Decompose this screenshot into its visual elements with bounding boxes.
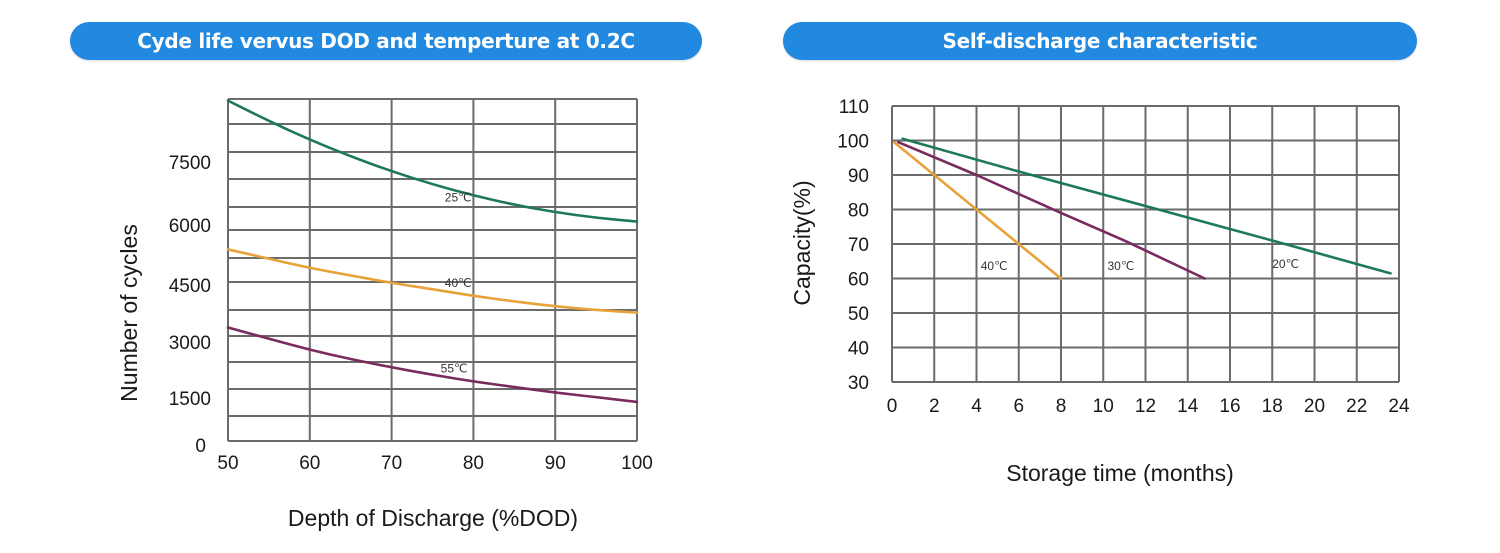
grid (891, 105, 1400, 383)
series-line-25c (226, 99, 639, 223)
y-axis-label: Number of cycles (116, 224, 142, 402)
y-tick-label: 40 (848, 339, 869, 360)
y-tick-label: 30 (848, 373, 869, 394)
x-tick-label: 4 (971, 396, 982, 417)
series-label-30c: 30℃ (1107, 259, 1134, 273)
series-line-30c (897, 140, 1206, 280)
y-tick-label: 1500 (169, 389, 211, 410)
y-axis-label: Capacity(%) (789, 180, 815, 305)
x-tick-label: 0 (887, 396, 898, 417)
series-line-40c (892, 140, 1063, 280)
x-tick-label: 70 (381, 453, 402, 474)
x-axis-label: Depth of Discharge (%DOD) (288, 505, 578, 531)
x-tick-label: 18 (1262, 396, 1283, 417)
series-label-25c: 25℃ (445, 190, 472, 204)
x-tick-label: 6 (1013, 396, 1024, 417)
y-tick-label: 0 (195, 436, 206, 457)
y-tick-label: 100 (837, 132, 869, 153)
chart-title-cycle-life: Cyde life vervus DOD and temperture at 0… (70, 22, 702, 60)
y-tick-label: 50 (848, 304, 869, 325)
x-tick-label: 8 (1056, 396, 1067, 417)
x-tick-label: 10 (1093, 396, 1114, 417)
x-tick-label: 2 (929, 396, 940, 417)
y-tick-label: 90 (848, 166, 869, 187)
series-label-20c: 20℃ (1272, 257, 1299, 271)
cycle-life-chart: 50 60 70 80 90 100 0 1500 3000 4500 6000 7500 Depth … (116, 98, 653, 531)
y-tick-label: 70 (848, 235, 869, 256)
series-label-40c: 40℃ (981, 259, 1008, 273)
x-tick-label: 24 (1388, 396, 1410, 417)
chart-title-self-discharge: Self-discharge characteristic (783, 22, 1417, 60)
series-line-40c (226, 248, 639, 314)
y-tick-label: 60 (848, 270, 869, 291)
series-line-20c (901, 137, 1392, 275)
y-tick-label: 110 (839, 97, 869, 118)
series-line-55c (226, 326, 639, 404)
y-tick-label: 3000 (169, 333, 211, 354)
x-tick-label: 60 (299, 453, 320, 474)
y-tick-label: 6000 (169, 216, 211, 237)
x-axis-label: Storage time (months) (1006, 460, 1234, 486)
series-label-55c: 55℃ (441, 361, 468, 375)
x-tick-label: 50 (217, 453, 238, 474)
x-tick-label: 22 (1346, 396, 1367, 417)
x-tick-label: 16 (1219, 396, 1240, 417)
x-tick-label: 90 (545, 453, 566, 474)
y-tick-label: 80 (848, 201, 869, 222)
x-tick-label: 20 (1304, 396, 1325, 417)
self-discharge-chart: 0 2 4 6 8 10 12 14 16 18 20 22 243040506070809010011… (789, 97, 1410, 486)
grid (227, 98, 638, 442)
x-tick-label: 80 (463, 453, 484, 474)
y-tick-label: 7500 (169, 153, 211, 174)
x-tick-label: 12 (1135, 396, 1156, 417)
x-tick-label: 14 (1177, 396, 1199, 417)
y-tick-label: 4500 (169, 276, 211, 297)
series-label-40c: 40℃ (445, 276, 472, 290)
x-tick-label: 100 (621, 453, 653, 474)
